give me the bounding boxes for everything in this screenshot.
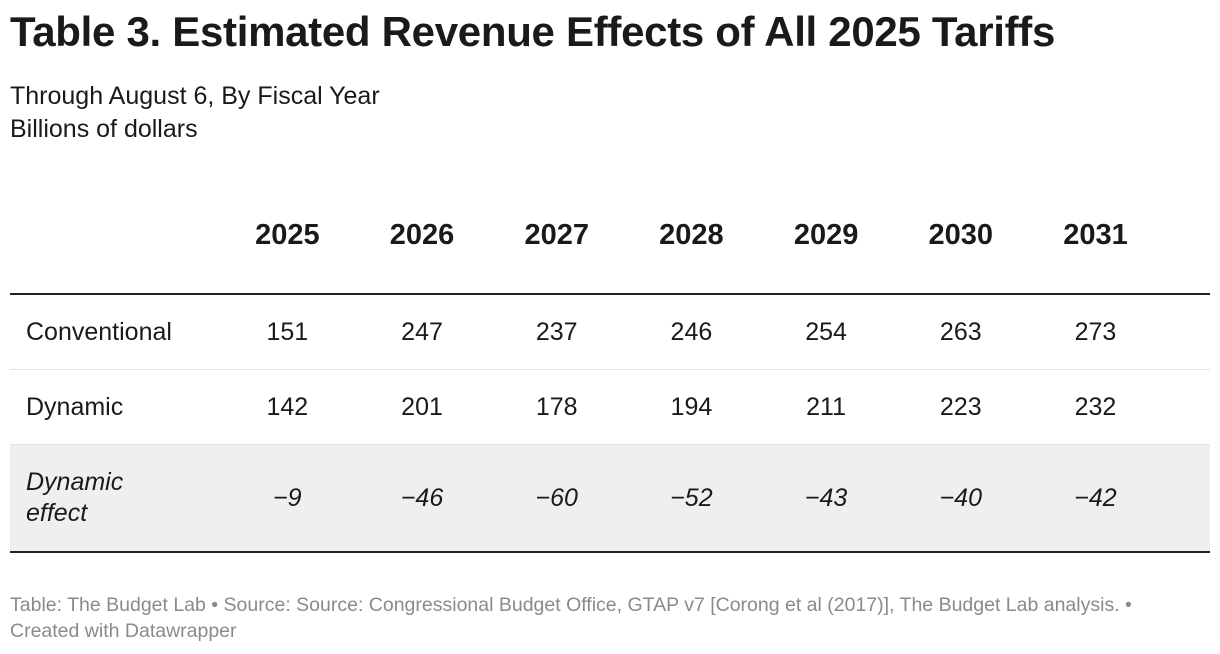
table-cell: −43 [804,483,848,512]
column-header: 2031 [1063,219,1128,251]
footer: Table: The Budget Lab • Source: Source: … [10,594,1132,642]
table-cell: −60 [535,483,578,512]
table-cell: 151 [266,317,309,346]
row-label: Dynamic effect [26,468,124,527]
table-row: Conventional 151 247 237 246 254 263 273 [10,295,1210,370]
table-cell: 237 [535,317,578,346]
column-header: 2028 [659,219,724,251]
table-cell: 223 [939,392,982,421]
row-label: Conventional [26,317,172,346]
table-cell: 142 [266,392,309,421]
table-cell: 254 [805,317,847,346]
column-header: 2030 [928,219,994,251]
subtitle: Billions of dollars [10,115,198,143]
column-header: 2029 [793,219,859,251]
table-cell: −9 [273,483,302,512]
table-cell: 246 [670,317,713,346]
subtitle: Through August 6, By Fiscal Year [10,82,380,110]
column-header: 2027 [524,219,589,251]
table-cell: −40 [939,483,982,512]
table-cell: 232 [1074,392,1117,421]
table-cell: 247 [401,317,443,346]
header-row: 2025 2026 2027 2028 2029 2030 2031 [10,180,1210,295]
table-cell: −42 [1074,483,1117,512]
table-cell: 273 [1074,317,1117,346]
table-cell: 211 [806,392,847,421]
row-label: Dynamic [26,392,124,421]
table-cell: 194 [670,392,713,421]
table: 2025 2026 2027 2028 2029 2030 2031 Conventional… [10,180,1210,553]
column-header: 2026 [389,219,455,251]
column-header: 2025 [255,219,320,251]
title: Table 3. Estimated Revenue Effects of Al… [10,8,1056,55]
table-cell: 263 [939,317,982,346]
table-cell: 201 [401,392,443,421]
table-row: Dynamic 142 201 178 194 211 223 232 [10,370,1210,445]
table-row: Dynamic effect −9 −46 −60 −52 −43 −40 −42 [10,445,1210,553]
table-cell: −52 [670,483,713,512]
table-cell: −46 [400,483,444,512]
table-cell: 178 [535,392,578,421]
